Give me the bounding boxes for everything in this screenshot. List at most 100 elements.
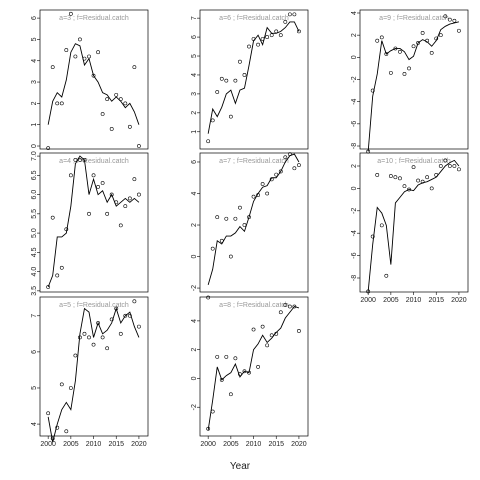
data-point bbox=[407, 66, 411, 71]
y-tick-label: 5 bbox=[191, 54, 198, 58]
data-point bbox=[256, 365, 260, 369]
data-point bbox=[388, 174, 393, 178]
panel-frame bbox=[199, 152, 309, 293]
y-tick-label: 4 bbox=[31, 59, 38, 63]
data-point bbox=[429, 186, 434, 191]
data-point bbox=[91, 342, 96, 347]
panel-title: a=9 ; f=Residual.catch bbox=[379, 15, 449, 22]
data-point bbox=[297, 329, 301, 333]
x-axis-label: Year bbox=[230, 461, 251, 472]
data-point bbox=[224, 354, 229, 359]
panel-frame bbox=[39, 296, 149, 437]
data-point bbox=[420, 179, 425, 184]
data-point bbox=[206, 426, 211, 431]
data-point bbox=[118, 223, 123, 228]
data-point bbox=[269, 333, 274, 338]
y-tick-label: 5.0 bbox=[31, 228, 38, 238]
data-point bbox=[370, 234, 375, 239]
data-point bbox=[105, 211, 110, 216]
data-point bbox=[251, 327, 256, 332]
y-tick-label: 4 bbox=[191, 319, 198, 323]
data-point bbox=[210, 409, 215, 414]
data-point bbox=[256, 42, 260, 47]
data-point bbox=[78, 37, 82, 42]
data-point bbox=[87, 335, 91, 340]
data-point bbox=[132, 299, 137, 304]
y-tick-label: 6.0 bbox=[31, 190, 38, 200]
data-point bbox=[247, 44, 251, 49]
data-point bbox=[68, 173, 73, 178]
data-point bbox=[210, 118, 215, 123]
data-point bbox=[219, 76, 224, 81]
y-tick-label: -4 bbox=[351, 98, 358, 104]
data-point bbox=[393, 175, 398, 180]
panel-title: a=3 ; f=Residual.catch bbox=[59, 15, 129, 22]
y-tick-label: 4 bbox=[351, 11, 358, 15]
data-point bbox=[429, 50, 434, 55]
data-point bbox=[274, 172, 279, 177]
data-point bbox=[238, 59, 242, 64]
data-point bbox=[384, 52, 389, 56]
y-tick-label: 3 bbox=[31, 80, 38, 84]
x-tick-label: 2015 bbox=[108, 441, 124, 448]
data-point bbox=[256, 193, 260, 197]
data-point bbox=[260, 182, 265, 186]
panel-title: a=8 ; f=Residual.catch bbox=[219, 302, 289, 309]
data-point bbox=[438, 164, 443, 168]
data-point bbox=[64, 48, 69, 52]
data-point bbox=[46, 285, 51, 289]
data-point bbox=[78, 158, 82, 162]
data-point bbox=[118, 331, 123, 336]
data-point bbox=[96, 50, 100, 55]
data-point bbox=[287, 12, 292, 17]
series-line bbox=[207, 153, 300, 286]
data-point bbox=[233, 78, 238, 83]
data-point bbox=[137, 324, 141, 329]
y-tick-label: 5.5 bbox=[31, 209, 38, 219]
data-point bbox=[283, 20, 288, 24]
data-point bbox=[82, 331, 87, 336]
series-line bbox=[47, 307, 140, 443]
data-point bbox=[109, 127, 114, 131]
data-point bbox=[78, 335, 82, 340]
data-point bbox=[96, 184, 100, 189]
data-point bbox=[46, 146, 51, 151]
y-tick-label: 0 bbox=[31, 144, 38, 148]
data-point bbox=[127, 196, 132, 201]
y-tick-label: 4.5 bbox=[31, 247, 38, 257]
data-point bbox=[366, 289, 371, 294]
data-point bbox=[219, 377, 224, 382]
y-tick-label: 7 bbox=[31, 314, 38, 318]
data-point bbox=[278, 310, 283, 315]
x-tick-label: 2020 bbox=[131, 441, 147, 448]
data-point bbox=[215, 354, 220, 359]
y-tick-label: 1 bbox=[191, 130, 198, 134]
data-point bbox=[443, 14, 448, 19]
data-point bbox=[50, 65, 55, 70]
data-point bbox=[215, 215, 220, 220]
data-point bbox=[55, 101, 60, 106]
panel-title: a=7 ; f=Residual.catch bbox=[219, 158, 289, 165]
data-point bbox=[123, 204, 128, 209]
data-point bbox=[452, 18, 457, 23]
y-tick-label: 1 bbox=[31, 123, 38, 127]
x-tick-label: 2010 bbox=[406, 297, 422, 304]
data-point bbox=[269, 33, 274, 38]
data-point bbox=[297, 29, 301, 34]
data-point bbox=[402, 72, 407, 76]
data-point bbox=[224, 216, 229, 221]
y-tick-label: 0 bbox=[351, 55, 358, 59]
data-point bbox=[82, 158, 87, 162]
data-point bbox=[132, 177, 137, 182]
data-point bbox=[228, 114, 233, 119]
y-tick-label: 0 bbox=[191, 254, 198, 258]
data-point bbox=[215, 90, 220, 94]
data-point bbox=[50, 436, 55, 441]
data-point bbox=[59, 382, 64, 387]
data-point bbox=[87, 54, 91, 59]
y-tick-label: -2 bbox=[191, 285, 198, 291]
data-point bbox=[278, 33, 283, 38]
data-point bbox=[96, 321, 100, 325]
y-tick-label: -2 bbox=[351, 76, 358, 82]
